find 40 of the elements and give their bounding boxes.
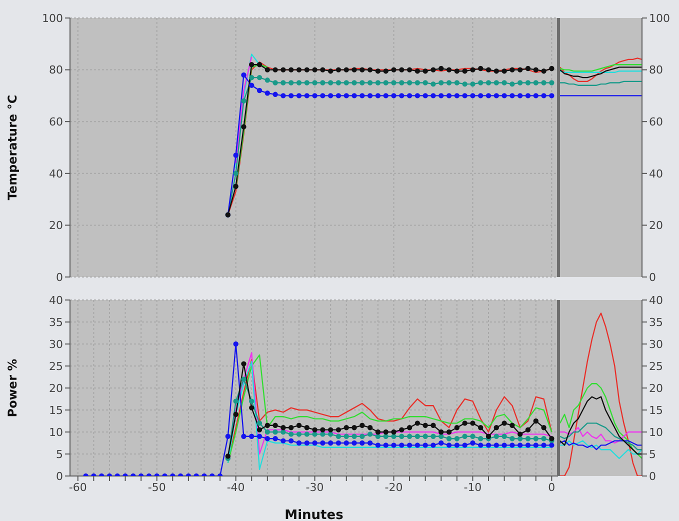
x-tick-label: -10 bbox=[464, 480, 482, 494]
y-tick-label: 5 bbox=[649, 448, 656, 461]
y-tick-label: 60 bbox=[49, 116, 63, 129]
y-tick-label: 30 bbox=[649, 338, 663, 351]
y-axis-title: Temperature °C bbox=[5, 94, 20, 200]
y-tick-label: 60 bbox=[649, 116, 663, 129]
y-tick-label: 40 bbox=[49, 167, 63, 180]
y-tick-label: 20 bbox=[649, 382, 663, 395]
y-tick-label: 0 bbox=[649, 470, 656, 483]
y-tick-label: 20 bbox=[49, 219, 63, 232]
y-tick-label: 0 bbox=[649, 270, 656, 284]
y-tick-label: 30 bbox=[49, 338, 63, 351]
y-tick-label: 15 bbox=[649, 404, 663, 417]
x-tick-label: -20 bbox=[384, 480, 403, 494]
y-tick-label: 20 bbox=[649, 219, 663, 232]
y-tick-label: 40 bbox=[649, 167, 663, 180]
y-tick-label: 100 bbox=[42, 12, 63, 25]
x-tick-label: -60 bbox=[68, 480, 87, 494]
y-tick-label: 5 bbox=[56, 448, 63, 461]
x-tick-label: -30 bbox=[306, 480, 324, 494]
x-tick-label: -50 bbox=[148, 480, 166, 494]
y-tick-label: 0 bbox=[56, 270, 63, 284]
y-tick-label: 40 bbox=[49, 294, 63, 307]
y-tick-label: 15 bbox=[49, 404, 63, 417]
y-tick-label: 80 bbox=[649, 64, 663, 77]
y-tick-label: 10 bbox=[649, 426, 663, 439]
y-tick-label: 80 bbox=[49, 64, 63, 77]
y-axis-title: Power % bbox=[5, 358, 20, 418]
y-tick-label: 35 bbox=[649, 316, 663, 329]
y-tick-label: 40 bbox=[649, 294, 663, 307]
y-tick-label: 10 bbox=[49, 426, 63, 439]
x-axis-title: Minutes bbox=[284, 508, 344, 521]
x-tick-label: -40 bbox=[226, 480, 245, 494]
y-tick-label: 20 bbox=[49, 382, 63, 395]
x-tick-label: 0 bbox=[548, 480, 556, 494]
y-tick-label: 35 bbox=[49, 316, 63, 329]
y-tick-label: 25 bbox=[649, 360, 663, 373]
y-tick-label: 25 bbox=[49, 360, 63, 373]
y-tick-label: 100 bbox=[649, 12, 670, 25]
y-tick-label: 0 bbox=[56, 470, 63, 483]
